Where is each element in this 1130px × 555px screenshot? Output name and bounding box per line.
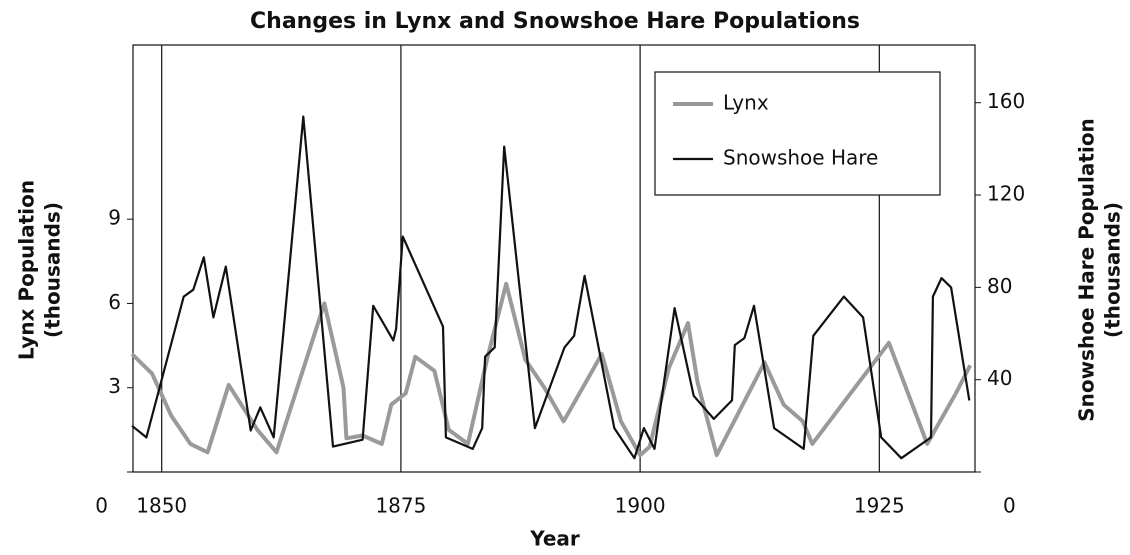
y2-tick-label: 80 [987,274,1012,298]
x-tick-label: 1925 [854,494,905,518]
x-axis-label: Year [529,527,580,551]
legend-box [654,71,941,196]
legend-label: Lynx [723,91,769,115]
y2-tick-label: 120 [987,182,1025,206]
y-axis-label: Lynx Population (thousands) [15,180,65,360]
y2-tick-label: 40 [987,366,1012,390]
y2-label-line: Snowshoe Hare Population [1075,118,1099,422]
y-label-line: (thousands) [41,202,65,338]
legend-label: Snowshoe Hare [723,146,878,170]
x-tick-label: 1875 [375,494,426,518]
y-label-line: Lynx Population [15,180,39,360]
x-tick-label: 1850 [136,494,187,518]
y-tick-label: 0 [95,494,108,518]
chart-title: Changes in Lynx and Snowshoe Hare Popula… [250,9,860,34]
y-tick-label: 3 [108,374,121,398]
y2-tick-label: 0 [1003,494,1016,518]
plot-frame [132,44,976,473]
y-tick-label: 9 [108,206,121,230]
y2-axis-label: Snowshoe Hare Population (thousands) [1075,118,1125,422]
y2-tick-label: 160 [987,89,1025,113]
x-tick-label: 1900 [615,494,666,518]
legend: Lynx Snowshoe Hare [654,71,941,196]
y2-label-line: (thousands) [1101,202,1125,338]
series-line [131,115,971,460]
y-tick-label: 6 [108,290,121,314]
